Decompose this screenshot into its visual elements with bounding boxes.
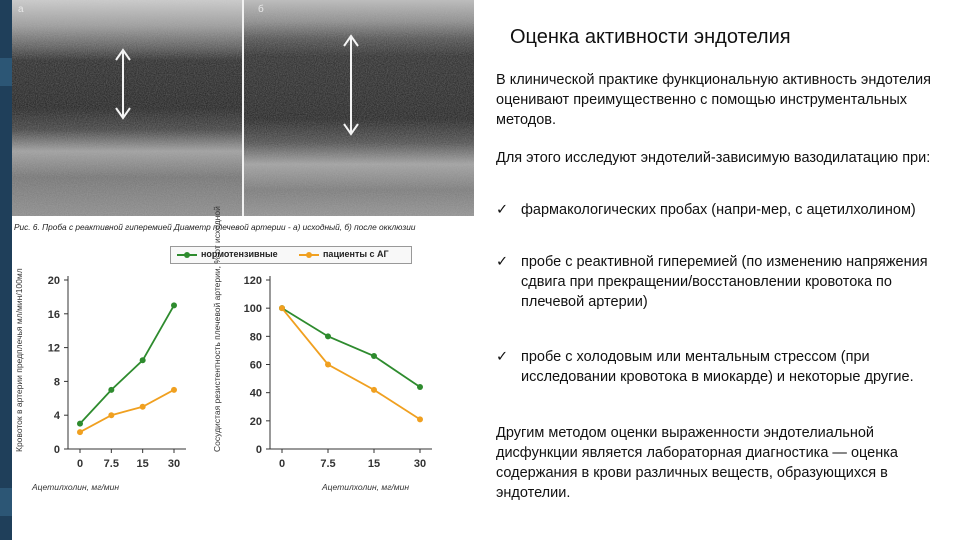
chart1-y-axis-label: Кровоток в артерии предплечья мл/мин/100… <box>14 268 24 452</box>
y-tick-label: 80 <box>250 331 262 343</box>
data-point-hypertensive <box>171 386 177 393</box>
slide-accent-strip <box>0 0 12 540</box>
y-tick-label: 60 <box>250 360 262 372</box>
y-tick-label: 8 <box>54 376 60 388</box>
y-tick-label: 0 <box>54 444 60 456</box>
checkmark-icon: ✓ <box>496 202 509 218</box>
data-point-hypertensive <box>77 429 83 436</box>
data-point-hypertensive <box>279 305 285 312</box>
y-tick-label: 0 <box>256 444 262 456</box>
legend-hypertensive-label: пациенты с АГ <box>323 249 389 259</box>
x-tick-label: 15 <box>137 458 149 470</box>
legend-normotensive-label: нормотензивные <box>201 249 278 259</box>
series-line-normotensive <box>79 304 175 425</box>
data-point-hypertensive <box>325 361 331 368</box>
method-paragraph: Для этого исследуют эндотелий-зависимую … <box>496 150 931 166</box>
data-point-normotensive <box>325 333 331 340</box>
data-point-normotensive <box>77 420 83 427</box>
y-tick-label: 40 <box>250 388 262 400</box>
ultrasound-svg <box>12 0 474 216</box>
y-tick-label: 20 <box>250 416 262 428</box>
checkmark-icon: ✓ <box>496 349 509 365</box>
legend-swatch-normotensive <box>177 252 197 258</box>
chart-legend: нормотензивные пациенты с АГ <box>170 246 412 264</box>
y-tick-label: 20 <box>48 275 60 287</box>
bullet-text: фармакологических пробах (напри-мер, с а… <box>521 202 916 218</box>
data-point-hypertensive <box>371 386 377 393</box>
y-tick-label: 100 <box>244 303 262 315</box>
figure-caption: Рис. 6. Проба с реактивной гиперемией Ди… <box>14 222 416 232</box>
x-tick-label: 0 <box>279 458 285 470</box>
series-line-hypertensive <box>281 307 421 421</box>
x-tick-label: 0 <box>77 458 83 470</box>
data-point-normotensive <box>371 353 377 360</box>
x-tick-label: 15 <box>368 458 380 470</box>
bullet-text: пробе с реактивной гиперемией (по измене… <box>521 254 928 310</box>
y-tick-label: 16 <box>48 309 60 321</box>
checkmark-icon: ✓ <box>496 254 509 270</box>
lab-diagnostics-paragraph: Другим методом оценки выраженности эндот… <box>496 425 898 501</box>
data-point-normotensive <box>417 384 423 391</box>
chart2-y-axis-label: Сосудистая резистентность плечевой артер… <box>212 206 222 452</box>
series-line-normotensive <box>281 307 421 388</box>
bullet-text: пробе с холодовым или ментальным стрессо… <box>521 349 914 385</box>
data-point-normotensive <box>139 357 146 364</box>
x-tick-label: 7.5 <box>104 458 119 470</box>
x-tick-label: 7.5 <box>320 458 335 470</box>
diameter-arrow-b <box>343 34 359 136</box>
y-tick-label: 12 <box>48 343 60 355</box>
x-tick-label: 30 <box>414 458 426 470</box>
data-point-hypertensive <box>108 412 115 419</box>
accent-tick <box>0 58 12 86</box>
data-point-normotensive <box>108 386 115 393</box>
line-charts: 0 4 8 12 16 20 0 7.5 15 30 0 20 40 60 80 100 120 0 7.5 15 30 <box>48 275 432 470</box>
accent-tick <box>0 488 12 516</box>
panel-b-label: б <box>258 4 264 15</box>
data-point-hypertensive <box>417 416 423 423</box>
ultrasound-image: а б <box>12 0 474 216</box>
data-point-hypertensive <box>139 403 146 410</box>
x-tick-label: 30 <box>168 458 180 470</box>
panel-a-label: а <box>18 4 24 15</box>
data-point-normotensive <box>171 302 177 309</box>
chart2-x-axis-label: Ацетилхолин, мг/мин <box>322 482 409 492</box>
chart1-x-axis-label: Ацетилхолин, мг/мин <box>32 482 119 492</box>
chart-panel <box>12 238 474 530</box>
y-tick-label: 4 <box>54 410 61 422</box>
series-line-hypertensive <box>79 389 175 433</box>
y-tick-label: 120 <box>244 275 262 287</box>
intro-paragraph: В клинической практике функциональную ак… <box>496 72 931 128</box>
legend-swatch-hypertensive <box>299 252 319 258</box>
diameter-arrow-a <box>115 48 131 120</box>
slide-title: Оценка активности эндотелия <box>510 26 791 48</box>
